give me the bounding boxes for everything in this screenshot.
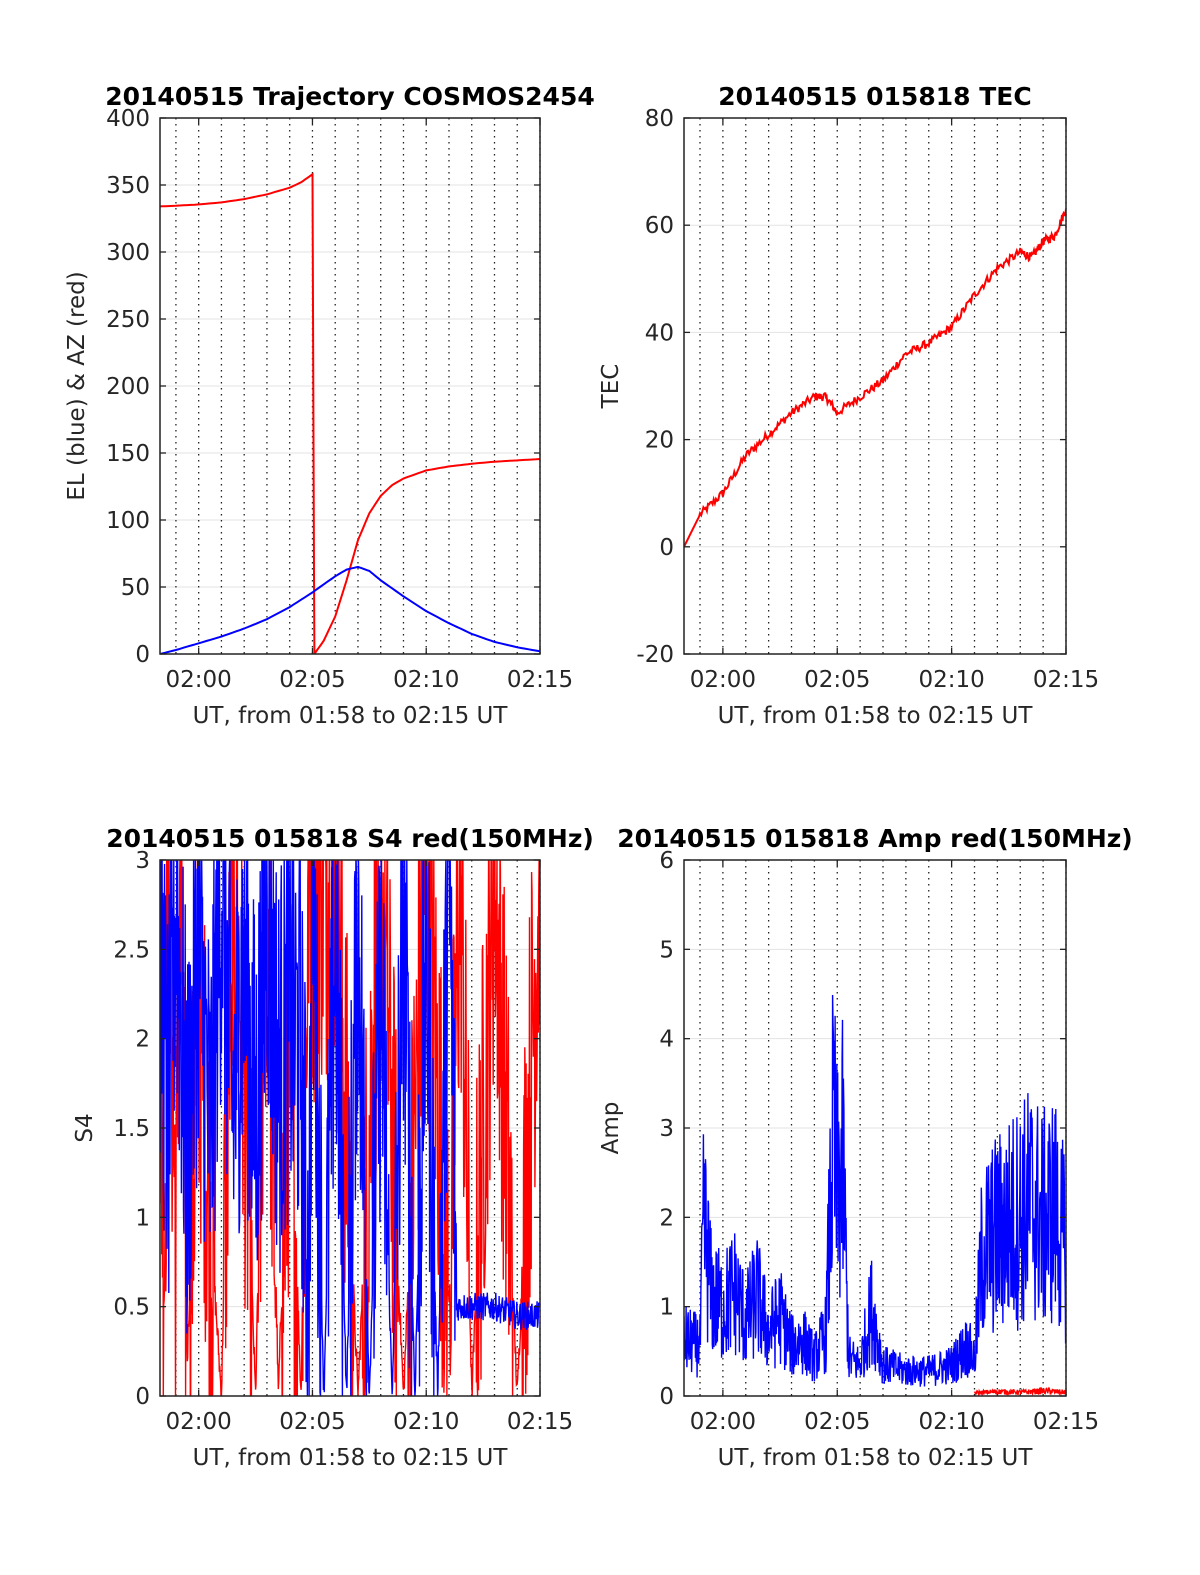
y-tick-label: 1: [659, 1295, 674, 1321]
chart-panel-3: 0 0.5 1 1.5 2 2.5 3 02:00 02:05 02:10 02:15 2014051…: [72, 824, 594, 1471]
x-tick-label: 02:10: [918, 1409, 984, 1435]
y-tick-label: 2.5: [113, 937, 150, 963]
y-tick-label: 350: [106, 173, 150, 199]
y-tick-label: 0: [135, 642, 150, 668]
x-axis-label: UT, from 01:58 to 02:15 UT: [718, 1445, 1034, 1471]
x-tick-label: 02:15: [507, 667, 573, 693]
x-axis-label: UT, from 01:58 to 02:15 UT: [193, 1445, 509, 1471]
chart-panel-1: 0 50 100 150 200 250 300 350 400 02:00 02:05 02:10 0…: [64, 82, 595, 729]
y-tick-label: 80: [645, 106, 674, 132]
y-axis-label: EL (blue) & AZ (red): [64, 271, 90, 500]
y-axis-label: Amp: [598, 1102, 624, 1155]
x-tick-label: 02:15: [1033, 667, 1099, 693]
series-line-2: [160, 860, 540, 1396]
x-tick-label: 02:05: [804, 667, 870, 693]
chart-title: 20140515 015818 TEC: [718, 82, 1031, 111]
x-gridlines: [699, 118, 1067, 654]
y-tick-label: 300: [106, 240, 150, 266]
y-tick-label: 1.5: [113, 1116, 150, 1142]
series-line-1: [160, 172, 540, 654]
y-tick-label: 50: [121, 575, 150, 601]
axes-frame: [683, 117, 1067, 655]
x-tick-label: 02:00: [166, 667, 232, 693]
series-line-1: [684, 208, 1066, 548]
y-tick-label: 0: [659, 1384, 674, 1410]
y-axis-label: TEC: [598, 364, 624, 410]
y-tick-label: 40: [645, 320, 674, 346]
x-tick-label: 02:10: [918, 667, 984, 693]
y-tick-label: -20: [636, 642, 674, 668]
series-line-1: [973, 1386, 1066, 1396]
y-tick-label: 100: [106, 508, 150, 534]
y-tick-label: 150: [106, 441, 150, 467]
y-tick-label: 0: [659, 535, 674, 561]
y-tick-label: 0.5: [113, 1295, 150, 1321]
chart-panel-2: -20 0 20 40 60 80 02:00 02:05 02:10 02:15 20140515…: [598, 82, 1099, 729]
x-tick-label: 02:00: [166, 1409, 232, 1435]
y-tick-label: 2: [659, 1205, 674, 1231]
y-axis-label: S4: [72, 1113, 98, 1142]
x-tick-label: 02:10: [393, 1409, 459, 1435]
y-tick-label: 60: [645, 213, 674, 239]
y-tick-label: 3: [135, 848, 150, 874]
x-tick-label: 02:10: [393, 667, 459, 693]
chart-title: 20140515 015818 Amp red(150MHz): [617, 824, 1133, 853]
x-tick-label: 02:15: [507, 1409, 573, 1435]
chart-panel-4: 0 1 2 3 4 5 6 02:00 02:05 02:10 02:15 20140515 0158…: [598, 824, 1133, 1471]
y-tick-label: 20: [645, 428, 674, 454]
y-tick-label: 5: [659, 937, 674, 963]
x-tick-label: 02:00: [690, 1409, 756, 1435]
x-tick-label: 02:05: [279, 667, 345, 693]
series-line-2: [160, 565, 540, 654]
y-tick-label: 4: [659, 1027, 674, 1053]
x-tick-label: 02:05: [804, 1409, 870, 1435]
series-line-2: [684, 994, 1066, 1387]
y-tick-label: 6: [659, 848, 674, 874]
x-tick-label: 02:15: [1033, 1409, 1099, 1435]
y-tick-label: 0: [135, 1384, 150, 1410]
y-tick-label: 2: [135, 1027, 150, 1053]
y-tick-label: 400: [106, 106, 150, 132]
x-tick-label: 02:05: [279, 1409, 345, 1435]
chart-title: 20140515 Trajectory COSMOS2454: [105, 82, 595, 111]
chart-title: 20140515 015818 S4 red(150MHz): [106, 824, 594, 853]
x-tick-label: 02:00: [690, 667, 756, 693]
y-tick-label: 1: [135, 1205, 150, 1231]
x-axis-label: UT, from 01:58 to 02:15 UT: [193, 703, 509, 729]
y-tick-label: 200: [106, 374, 150, 400]
y-tick-label: 3: [659, 1116, 674, 1142]
x-axis-label: UT, from 01:58 to 02:15 UT: [718, 703, 1034, 729]
y-tick-label: 250: [106, 307, 150, 333]
